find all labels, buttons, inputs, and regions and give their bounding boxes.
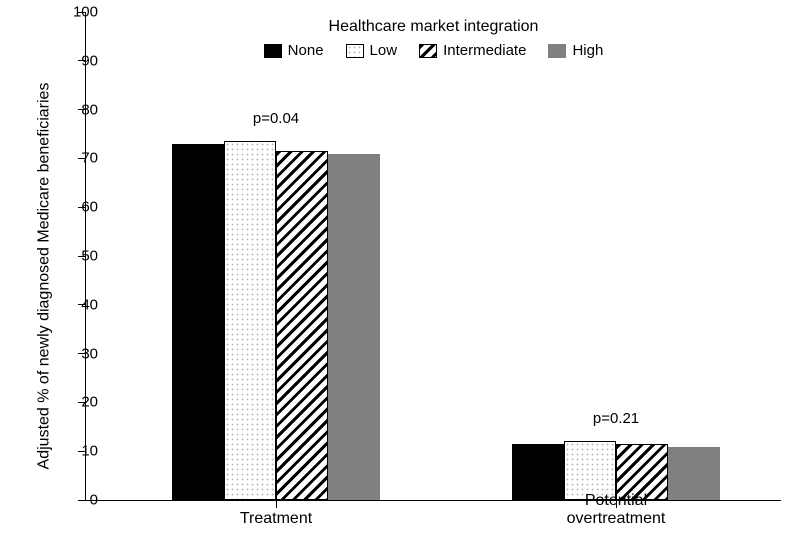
y-tick-label: 60 — [81, 199, 98, 216]
y-tick-label: 70 — [81, 150, 98, 167]
legend-title: Healthcare market integration — [329, 18, 539, 36]
swatch-low-icon — [346, 44, 364, 58]
x-axis-label-treatment: Treatment — [240, 510, 312, 528]
legend-item-none: None — [264, 42, 324, 59]
bar-treatment-high — [328, 154, 380, 500]
legend: None Low Intermediate High — [86, 42, 781, 59]
legend-label: High — [572, 42, 603, 59]
y-axis-label: Adjusted % of newly diagnosed Medicare b… — [36, 83, 54, 470]
y-tick-label: 10 — [81, 443, 98, 460]
legend-item-high: High — [548, 42, 603, 59]
legend-label: None — [288, 42, 324, 59]
y-tick-label: 30 — [81, 345, 98, 362]
legend-item-low: Low — [346, 42, 398, 59]
y-tick-label: 80 — [81, 101, 98, 118]
y-tick-label: 20 — [81, 394, 98, 411]
y-tick-label: 100 — [73, 4, 98, 21]
legend-label: Low — [370, 42, 398, 59]
p-value-label-overtreatment: p=0.21 — [593, 410, 639, 427]
plot-area: Healthcare market integration None Low I… — [85, 12, 781, 501]
legend-item-intermediate: Intermediate — [419, 42, 526, 59]
swatch-intermediate-icon — [419, 44, 437, 58]
y-tick-label: 50 — [81, 248, 98, 265]
y-tick-label: 90 — [81, 52, 98, 69]
y-tick-label: 0 — [90, 492, 98, 509]
bar-chart: Adjusted % of newly diagnosed Medicare b… — [0, 0, 800, 552]
swatch-high-icon — [548, 44, 566, 58]
y-tick-label: 40 — [81, 296, 98, 313]
p-value-label-treatment: p=0.04 — [253, 110, 299, 127]
swatch-none-icon — [264, 44, 282, 58]
legend-label: Intermediate — [443, 42, 526, 59]
bar-treatment-low — [224, 141, 276, 500]
y-tick — [78, 500, 86, 501]
x-tick — [276, 500, 277, 508]
bar-treatment-none — [172, 144, 224, 500]
x-axis-label-overtreatment: Potential overtreatment — [534, 492, 699, 528]
bar-treatment-inter — [276, 151, 328, 500]
